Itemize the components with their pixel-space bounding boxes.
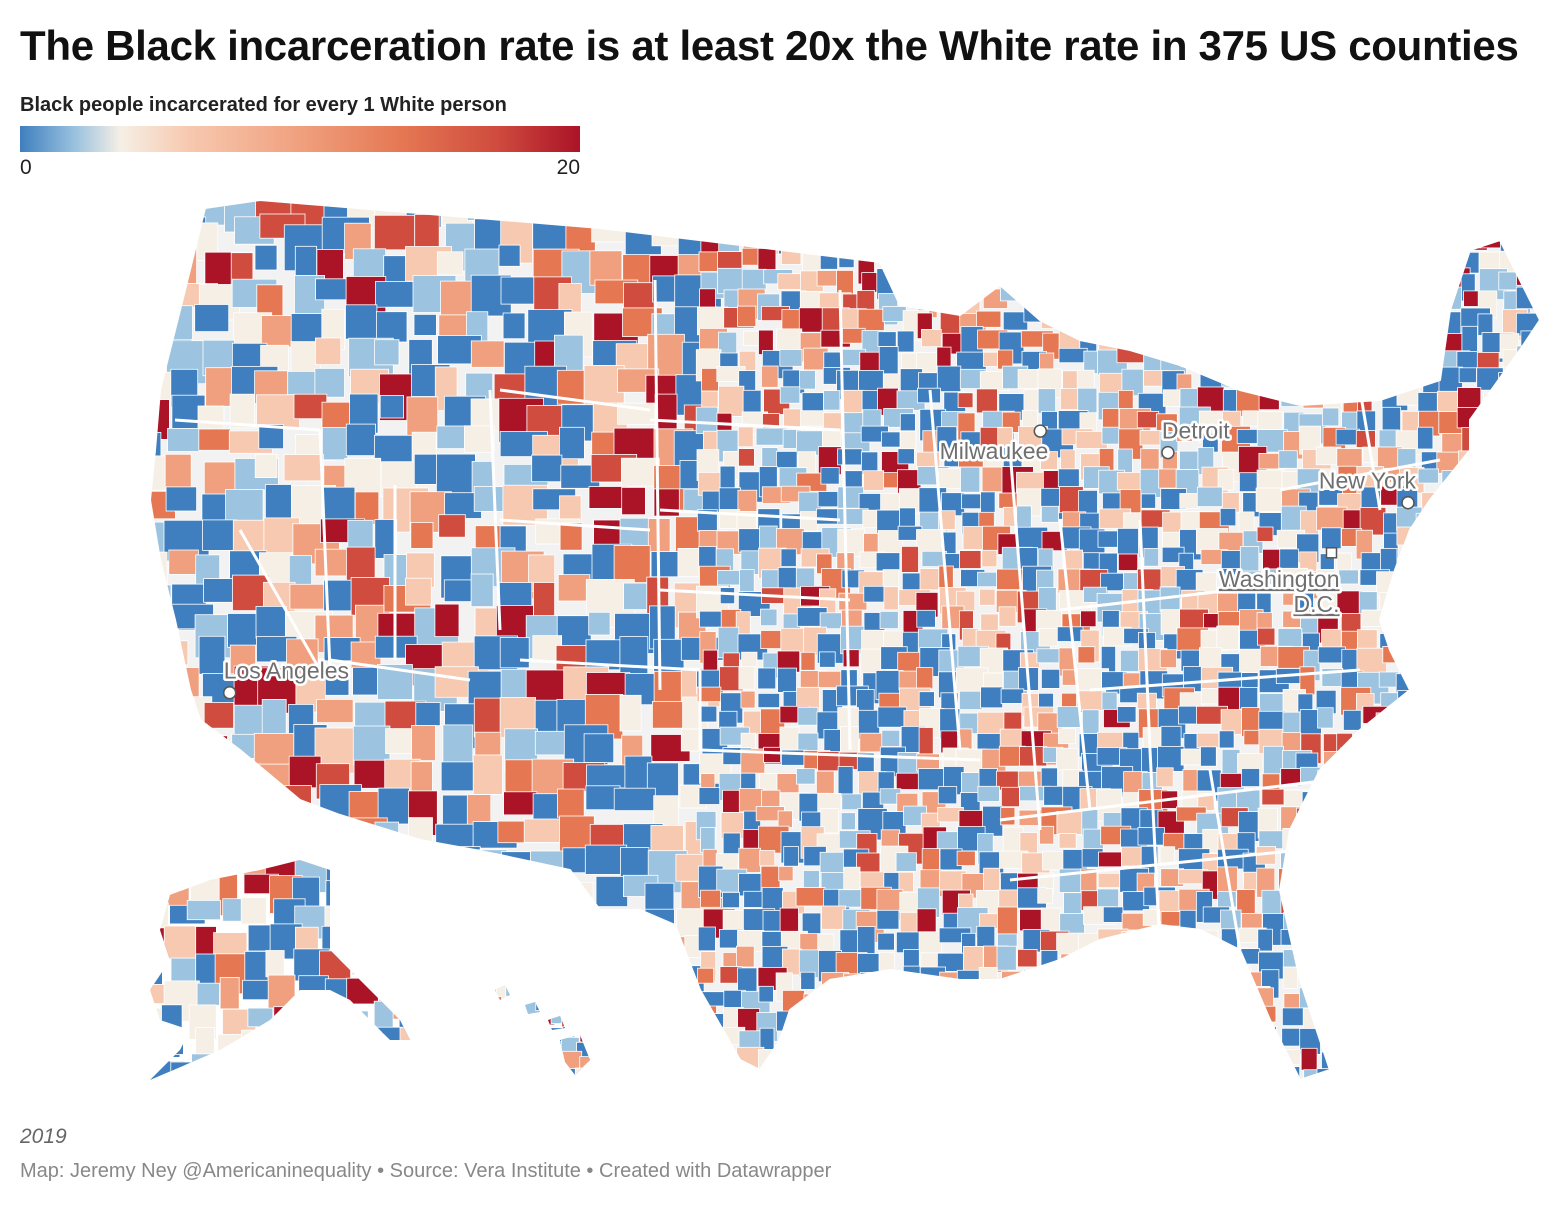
legend-title: Black people incarcerated for every 1 Wh… xyxy=(20,94,507,116)
new-york-label: New York xyxy=(1319,468,1417,494)
state-borders xyxy=(174,279,1441,951)
us-county-choropleth: Los Angeles Milwaukee Detroit New York Washi… xyxy=(0,190,1560,1100)
city-markers: Los Angeles Milwaukee Detroit New York Washi… xyxy=(221,415,1419,700)
map-canvas: Los Angeles Milwaukee Detroit New York Washi… xyxy=(149,199,1541,1081)
new-york-marker xyxy=(1401,495,1415,510)
detroit-marker xyxy=(1161,445,1175,460)
alaska-counties xyxy=(150,860,410,1080)
legend-max-label: 20 xyxy=(556,156,580,179)
milwaukee-label: Milwaukee xyxy=(940,438,1049,464)
los-angeles-marker xyxy=(222,685,237,700)
map-note-year: 2019 xyxy=(20,1125,67,1148)
hawaii-counties xyxy=(495,985,590,1075)
legend-min-label: 0 xyxy=(20,156,32,179)
map-source-credit: Map: Jeremy Ney @Americaninequality • So… xyxy=(20,1160,832,1182)
detroit-label: Detroit xyxy=(1162,418,1230,444)
map-title: The Black incarceration rate is at least… xyxy=(20,22,1519,69)
washington-d-c-marker xyxy=(1325,547,1338,559)
legend-color-scale xyxy=(20,126,580,152)
los-angeles-label: Los Angeles xyxy=(224,658,349,684)
washington-d-c-label: Washington D.C. xyxy=(1219,566,1340,617)
milwaukee-marker xyxy=(1033,424,1048,438)
